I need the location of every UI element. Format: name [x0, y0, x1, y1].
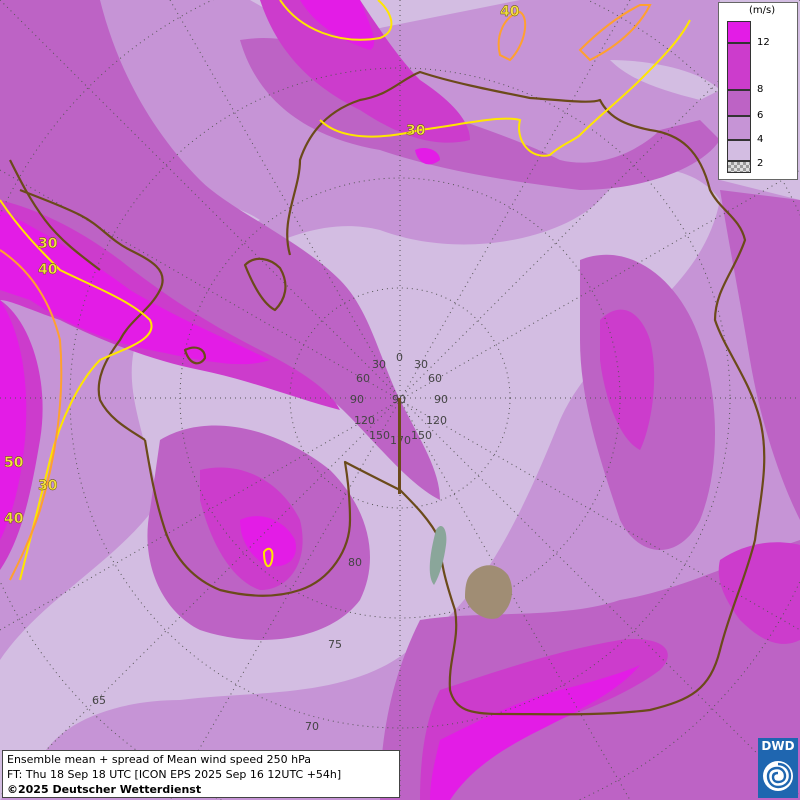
grid-label: 120: [426, 414, 447, 427]
contour-lines: [0, 0, 691, 581]
grid-label: 70: [305, 720, 319, 733]
legend-swatch-2to4: [727, 140, 751, 161]
logo-text: DWD: [761, 739, 795, 753]
grid-label: 90: [434, 393, 448, 406]
grid-label: 80: [348, 556, 362, 569]
ice-patch: [429, 525, 447, 585]
color-legend: (m/s) 12 8 6 4 2: [718, 2, 798, 180]
contour-label: 40: [500, 4, 520, 20]
legend-swatch-6to8: [727, 90, 751, 116]
contour-label: 40: [38, 262, 58, 278]
grid-label: 75: [328, 638, 342, 651]
legend-tick: 12: [757, 37, 770, 48]
contour-label: 40: [4, 511, 24, 527]
legend-swatch-lt2: [727, 161, 751, 173]
grid-label: 60: [356, 372, 370, 385]
contour-label: 30: [406, 123, 426, 139]
grid-label: 65: [92, 694, 106, 707]
grid-label: 30: [414, 358, 428, 371]
info-forecast-time: FT: Thu 18 Sep 18 UTC [ICON EPS 2025 Sep…: [7, 768, 342, 781]
grid-label: 60: [428, 372, 442, 385]
grid-label: 120: [354, 414, 375, 427]
legend-swatch-4to6: [727, 116, 751, 140]
grid-label: 0: [396, 351, 403, 364]
legend-swatch-gt12: [727, 21, 751, 43]
legend-tick: 4: [757, 134, 764, 145]
land-patch: [465, 565, 513, 619]
legend-tick: 2: [757, 158, 764, 169]
legend-tick: 8: [757, 84, 764, 95]
dwd-logo: DWD: [758, 738, 798, 798]
grid-label: 30: [372, 358, 386, 371]
legend-swatch-8to12: [727, 43, 751, 90]
field-gt12: [0, 0, 640, 800]
legend-tick: 6: [757, 110, 764, 121]
pole-marker: [398, 398, 401, 494]
spiral-icon: [763, 761, 793, 791]
grid-label: 150: [411, 429, 432, 442]
grid-label: 90: [350, 393, 364, 406]
contour-label: 30: [38, 478, 58, 494]
contour-label: 50: [4, 455, 24, 471]
info-title: Ensemble mean + spread of Mean wind spee…: [7, 753, 311, 766]
coastlines: [9, 70, 766, 716]
contour-label-group: 40 30 30 40 50 30 40: [4, 4, 520, 527]
info-box: Ensemble mean + spread of Mean wind spee…: [2, 750, 400, 798]
contour-label: 30: [38, 236, 58, 252]
copyright-text: ©2025 Deutscher Wetterdienst: [7, 783, 202, 796]
legend-unit: (m/s): [749, 5, 776, 16]
grid-labels: 0 30 60 90 120 150 30 60 90 120 150 90 1…: [92, 351, 448, 733]
grid-label: 150: [369, 429, 390, 442]
